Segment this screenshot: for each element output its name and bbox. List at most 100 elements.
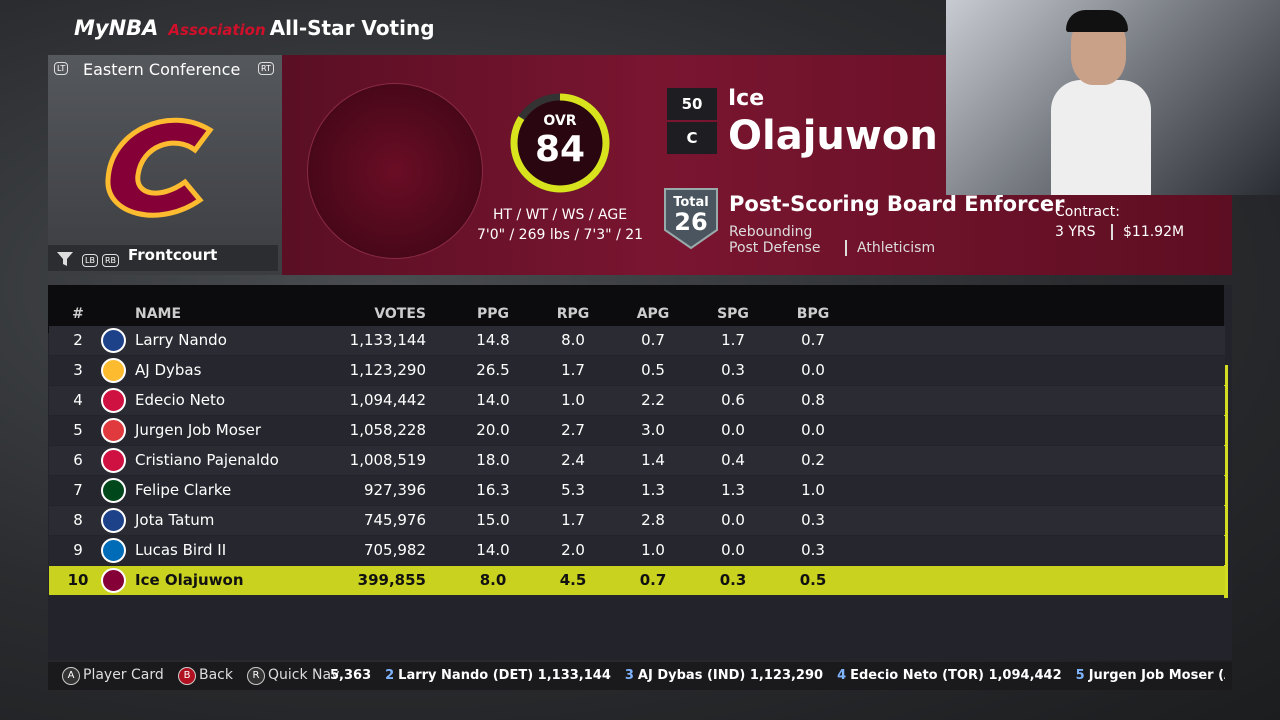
cell: 1.0 bbox=[801, 481, 825, 499]
ticker-item: Edecio Neto (TOR) 1,094,442 bbox=[850, 668, 1062, 683]
row[interactable] bbox=[49, 506, 1225, 535]
ticker-rank: 2 bbox=[385, 668, 395, 683]
cell: 9 bbox=[73, 541, 83, 559]
cell: AJ Dybas bbox=[135, 361, 202, 379]
row-highlight[interactable] bbox=[49, 566, 1225, 595]
button-label[interactable]: Quick Nav bbox=[268, 667, 340, 683]
filter-label[interactable]: Frontcourt bbox=[128, 246, 218, 264]
cell: Edecio Neto bbox=[135, 391, 226, 409]
cell: 5 bbox=[73, 421, 83, 439]
team-logo bbox=[101, 568, 126, 593]
button-icon: R bbox=[247, 667, 265, 685]
skill: Rebounding bbox=[729, 224, 813, 240]
archetype: Post-Scoring Board Enforcer bbox=[729, 192, 1065, 216]
skill: Post Defense bbox=[729, 240, 821, 256]
ovr-arc bbox=[510, 93, 610, 193]
cell: 1.7 bbox=[561, 361, 585, 379]
rt-button[interactable]: RT bbox=[258, 62, 274, 75]
cell: 745,976 bbox=[363, 511, 426, 529]
column-header: SPG bbox=[717, 306, 749, 322]
cell: 0.5 bbox=[799, 571, 827, 589]
team-logo bbox=[101, 328, 126, 353]
cell: 0.8 bbox=[801, 391, 825, 409]
team-logo bbox=[101, 538, 126, 563]
scrollbar[interactable] bbox=[1224, 365, 1228, 598]
cell: 2 bbox=[73, 331, 83, 349]
team-panel: LT Eastern Conference RT LB RB Frontcour… bbox=[48, 55, 282, 275]
contract-label: Contract: bbox=[1055, 204, 1120, 220]
webcam-person bbox=[1051, 80, 1151, 195]
cell: 1.3 bbox=[641, 481, 665, 499]
ovr-label: OVR bbox=[543, 113, 577, 129]
cell: 0.0 bbox=[801, 361, 825, 379]
cell: 15.0 bbox=[476, 511, 510, 529]
team-logo bbox=[101, 358, 126, 383]
cell: 2.7 bbox=[561, 421, 585, 439]
button-label[interactable]: Player Card bbox=[83, 667, 164, 683]
ticker-rank: 3 bbox=[624, 668, 634, 683]
row[interactable] bbox=[49, 416, 1225, 445]
cell: 6 bbox=[73, 451, 83, 469]
cell: 1,094,442 bbox=[349, 391, 426, 409]
ticker-item: Jurgen Job Moser (ATL) 1,058,228 bbox=[1088, 668, 1225, 683]
footer: A Player Card B Back R Quick Nav 5,363 2 Larry N… bbox=[48, 662, 1232, 690]
cell: 1.4 bbox=[641, 451, 665, 469]
contract-salary: $11.92M bbox=[1111, 224, 1184, 240]
contract-years: 3 YRS bbox=[1055, 224, 1096, 240]
cell: 8.0 bbox=[561, 331, 585, 349]
screen-title: All-Star Voting bbox=[269, 16, 435, 40]
column-header: VOTES bbox=[374, 306, 426, 322]
row[interactable] bbox=[49, 386, 1225, 415]
bio: 7'0" / 269 lbs / 7'3" / 21 bbox=[476, 227, 644, 243]
column-header: # bbox=[72, 306, 84, 322]
cell: 0.6 bbox=[721, 391, 745, 409]
cell: 3 bbox=[73, 361, 83, 379]
badge-shield bbox=[664, 188, 718, 250]
cell: 14.8 bbox=[476, 331, 510, 349]
cell: 1.7 bbox=[721, 331, 745, 349]
row[interactable] bbox=[49, 476, 1225, 505]
cell: 14.0 bbox=[476, 391, 510, 409]
column-header: PPG bbox=[476, 306, 509, 322]
cell: 0.2 bbox=[801, 451, 825, 469]
button-label[interactable]: Back bbox=[199, 667, 233, 683]
rb-button[interactable]: RB bbox=[102, 254, 120, 267]
cell: 1,123,290 bbox=[349, 361, 426, 379]
column-header: RPG bbox=[556, 306, 590, 322]
cell: Jurgen Job Moser bbox=[135, 421, 262, 439]
total-value: 26 bbox=[674, 208, 708, 236]
total-label: Total bbox=[673, 195, 709, 210]
cell: 0.3 bbox=[801, 511, 825, 529]
cell: 927,396 bbox=[363, 481, 426, 499]
logo: MyNBA bbox=[74, 16, 159, 40]
ovr-ring bbox=[510, 93, 610, 193]
cell: 0.0 bbox=[801, 421, 825, 439]
cell: 0.3 bbox=[801, 541, 825, 559]
team-logo bbox=[101, 418, 126, 443]
webcam-overlay bbox=[946, 0, 1280, 195]
column-header: BPG bbox=[796, 306, 830, 322]
lb-button[interactable]: LB bbox=[82, 254, 98, 267]
cell: 0.0 bbox=[721, 511, 745, 529]
row[interactable] bbox=[49, 446, 1225, 475]
row[interactable] bbox=[49, 326, 1225, 355]
cell: Lucas Bird II bbox=[135, 541, 227, 559]
cell: 1.0 bbox=[641, 541, 665, 559]
cell: 1,133,144 bbox=[349, 331, 426, 349]
skill: Athleticism bbox=[845, 240, 935, 256]
cell: 2.4 bbox=[561, 451, 585, 469]
button-icon: A bbox=[62, 667, 80, 685]
ticker-rank: 5 bbox=[1075, 668, 1085, 683]
conference[interactable]: Eastern Conference bbox=[83, 60, 241, 79]
cell: 14.0 bbox=[476, 541, 510, 559]
cell: 2.0 bbox=[561, 541, 585, 559]
cell: 18.0 bbox=[476, 451, 510, 469]
row[interactable] bbox=[49, 356, 1225, 385]
webcam-cap bbox=[1066, 10, 1128, 32]
lt-button[interactable]: LT bbox=[54, 62, 69, 75]
team-logo bbox=[101, 448, 126, 473]
row[interactable] bbox=[49, 536, 1225, 565]
ticker-item: 5,363 bbox=[330, 668, 372, 683]
cell: 0.3 bbox=[721, 361, 745, 379]
team-logo bbox=[101, 388, 126, 413]
